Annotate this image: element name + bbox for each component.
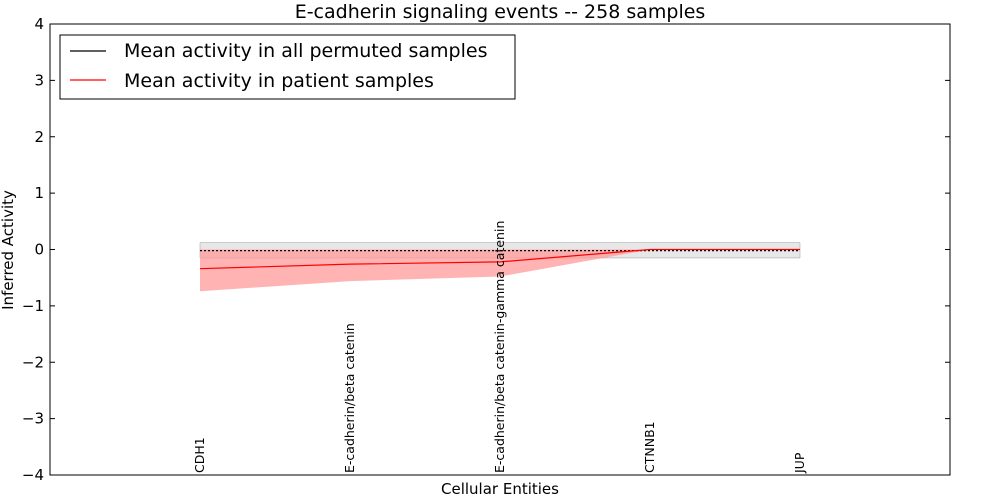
y-axis-label: Inferred Activity xyxy=(0,190,17,310)
entity-label: JUP xyxy=(792,452,807,474)
y-tick-label: −3 xyxy=(22,410,44,428)
patient-mean-line xyxy=(199,248,800,270)
patient-confidence-band xyxy=(200,249,800,292)
y-tick-label: 4 xyxy=(34,15,44,33)
entity-label: CTNNB1 xyxy=(642,421,657,473)
y-tick-label: 1 xyxy=(34,184,44,202)
entity-label: CDH1 xyxy=(192,437,207,473)
y-tick-label: −2 xyxy=(22,353,44,371)
x-axis-label: Cellular Entities xyxy=(441,480,559,498)
y-tick-label: 0 xyxy=(34,241,44,259)
entity-label: E-cadherin/beta catenin xyxy=(342,323,357,473)
legend-label-permuted: Mean activity in all permuted samples xyxy=(124,40,487,62)
y-tick-label: −1 xyxy=(22,297,44,315)
y-tick-label: 2 xyxy=(34,128,44,146)
legend-box xyxy=(59,34,516,100)
chart-title: E-cadherin signaling events -- 258 sampl… xyxy=(295,1,706,23)
legend-label-patient: Mean activity in patient samples xyxy=(124,70,434,92)
legend: Mean activity in all permuted samples Me… xyxy=(59,34,516,100)
entity-label: E-cadherin/beta catenin-gamma catenin xyxy=(492,221,507,473)
y-tick-label: −4 xyxy=(22,466,44,484)
y-tick-label: 3 xyxy=(34,71,44,89)
